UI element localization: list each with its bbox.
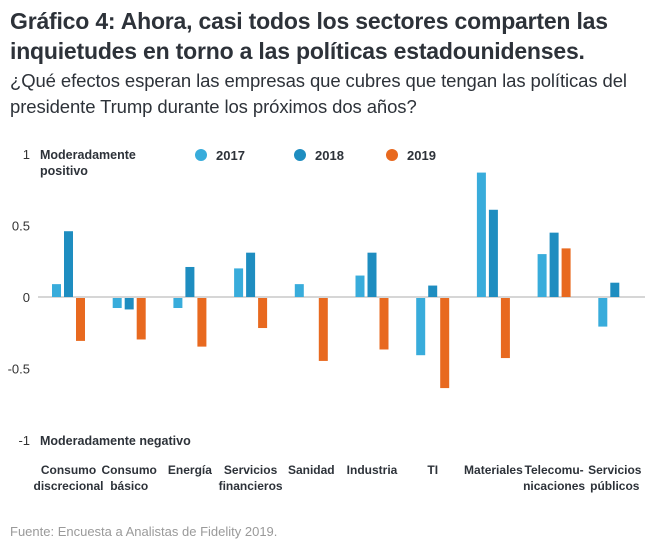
bar-2019-5 — [379, 298, 389, 350]
bar-2019-6 — [440, 298, 450, 389]
bar-2018-9 — [610, 282, 620, 297]
bar-2018-1 — [124, 298, 134, 310]
bar-2017-9 — [598, 298, 608, 327]
category-label: TI — [427, 463, 438, 477]
category-label: nicaciones — [523, 479, 585, 493]
category-label: Servicios — [588, 463, 642, 477]
x-axis-categories: Consumo discrecional Consumo básico Energía S… — [33, 463, 641, 493]
annotation-positive-line2: positivo — [40, 164, 88, 178]
bar-2017-2 — [173, 298, 183, 309]
bar-2017-1 — [112, 298, 122, 309]
category-label: Sanidad — [288, 463, 335, 477]
bar-2017-7 — [476, 172, 486, 297]
bar-2018-0 — [64, 231, 73, 297]
legend-label-2017: 2017 — [216, 148, 245, 163]
y-tick-label: 0 — [23, 290, 30, 305]
category-label: Telecomu- — [525, 463, 584, 477]
y-tick-label: 1 — [23, 147, 30, 162]
chart-title: Gráfico 4: Ahora, casi todos los sectore… — [10, 8, 608, 64]
bar-2018-8 — [549, 232, 559, 297]
legend-swatch-2017 — [195, 149, 207, 161]
legend-label-2018: 2018 — [315, 148, 344, 163]
bar-2017-3 — [234, 268, 244, 297]
category-label: financieros — [219, 479, 283, 493]
bar-2018-6 — [428, 285, 438, 297]
bar-2017-6 — [416, 298, 426, 356]
bar-2017-5 — [355, 275, 365, 297]
y-axis: 1 0.5 0 -0.5 -1 Moderadamente positivo Moderada… — [8, 147, 645, 448]
legend-label-2019: 2019 — [407, 148, 436, 163]
legend-swatch-2019 — [386, 149, 398, 161]
bar-2019-0 — [76, 298, 85, 341]
y-tick-label: -1 — [18, 433, 30, 448]
bar-2019-2 — [197, 298, 207, 347]
category-label: Energía — [168, 463, 212, 477]
bar-2019-8 — [561, 248, 571, 297]
bar-2019-7 — [500, 298, 510, 359]
bar-2018-5 — [367, 252, 377, 297]
bar-2017-0 — [52, 284, 61, 297]
category-label: públicos — [590, 479, 640, 493]
y-tick-label: 0.5 — [12, 219, 30, 234]
category-label: Materiales — [464, 463, 523, 477]
legend: 2017 2018 2019 — [195, 148, 436, 163]
bar-2018-2 — [185, 266, 195, 297]
annotation-positive-line1: Moderadamente — [40, 148, 136, 162]
y-tick-label: -0.5 — [8, 362, 30, 377]
category-label: discrecional — [33, 479, 103, 493]
annotation-negative: Moderadamente negativo — [40, 434, 191, 448]
bars — [52, 172, 620, 389]
category-label: básico — [110, 479, 148, 493]
category-label: Consumo — [41, 463, 96, 477]
chart-subtitle: ¿Qué efectos esperan las empresas que cu… — [10, 70, 627, 117]
source-note: Fuente: Encuesta a Analistas de Fidelity… — [10, 524, 278, 539]
legend-swatch-2018 — [294, 149, 306, 161]
bar-2017-8 — [537, 254, 547, 297]
category-label: Industria — [347, 463, 398, 477]
bar-2018-7 — [488, 209, 498, 297]
bar-2017-4 — [294, 284, 304, 297]
bar-2019-4 — [318, 298, 328, 361]
category-label: Consumo — [102, 463, 157, 477]
bar-2019-3 — [258, 298, 268, 329]
category-label: Servicios — [224, 463, 278, 477]
bar-2019-1 — [136, 298, 146, 340]
bar-2018-3 — [246, 252, 256, 297]
bar-chart: 1 0.5 0 -0.5 -1 Moderadamente positivo Moderada… — [8, 147, 645, 493]
